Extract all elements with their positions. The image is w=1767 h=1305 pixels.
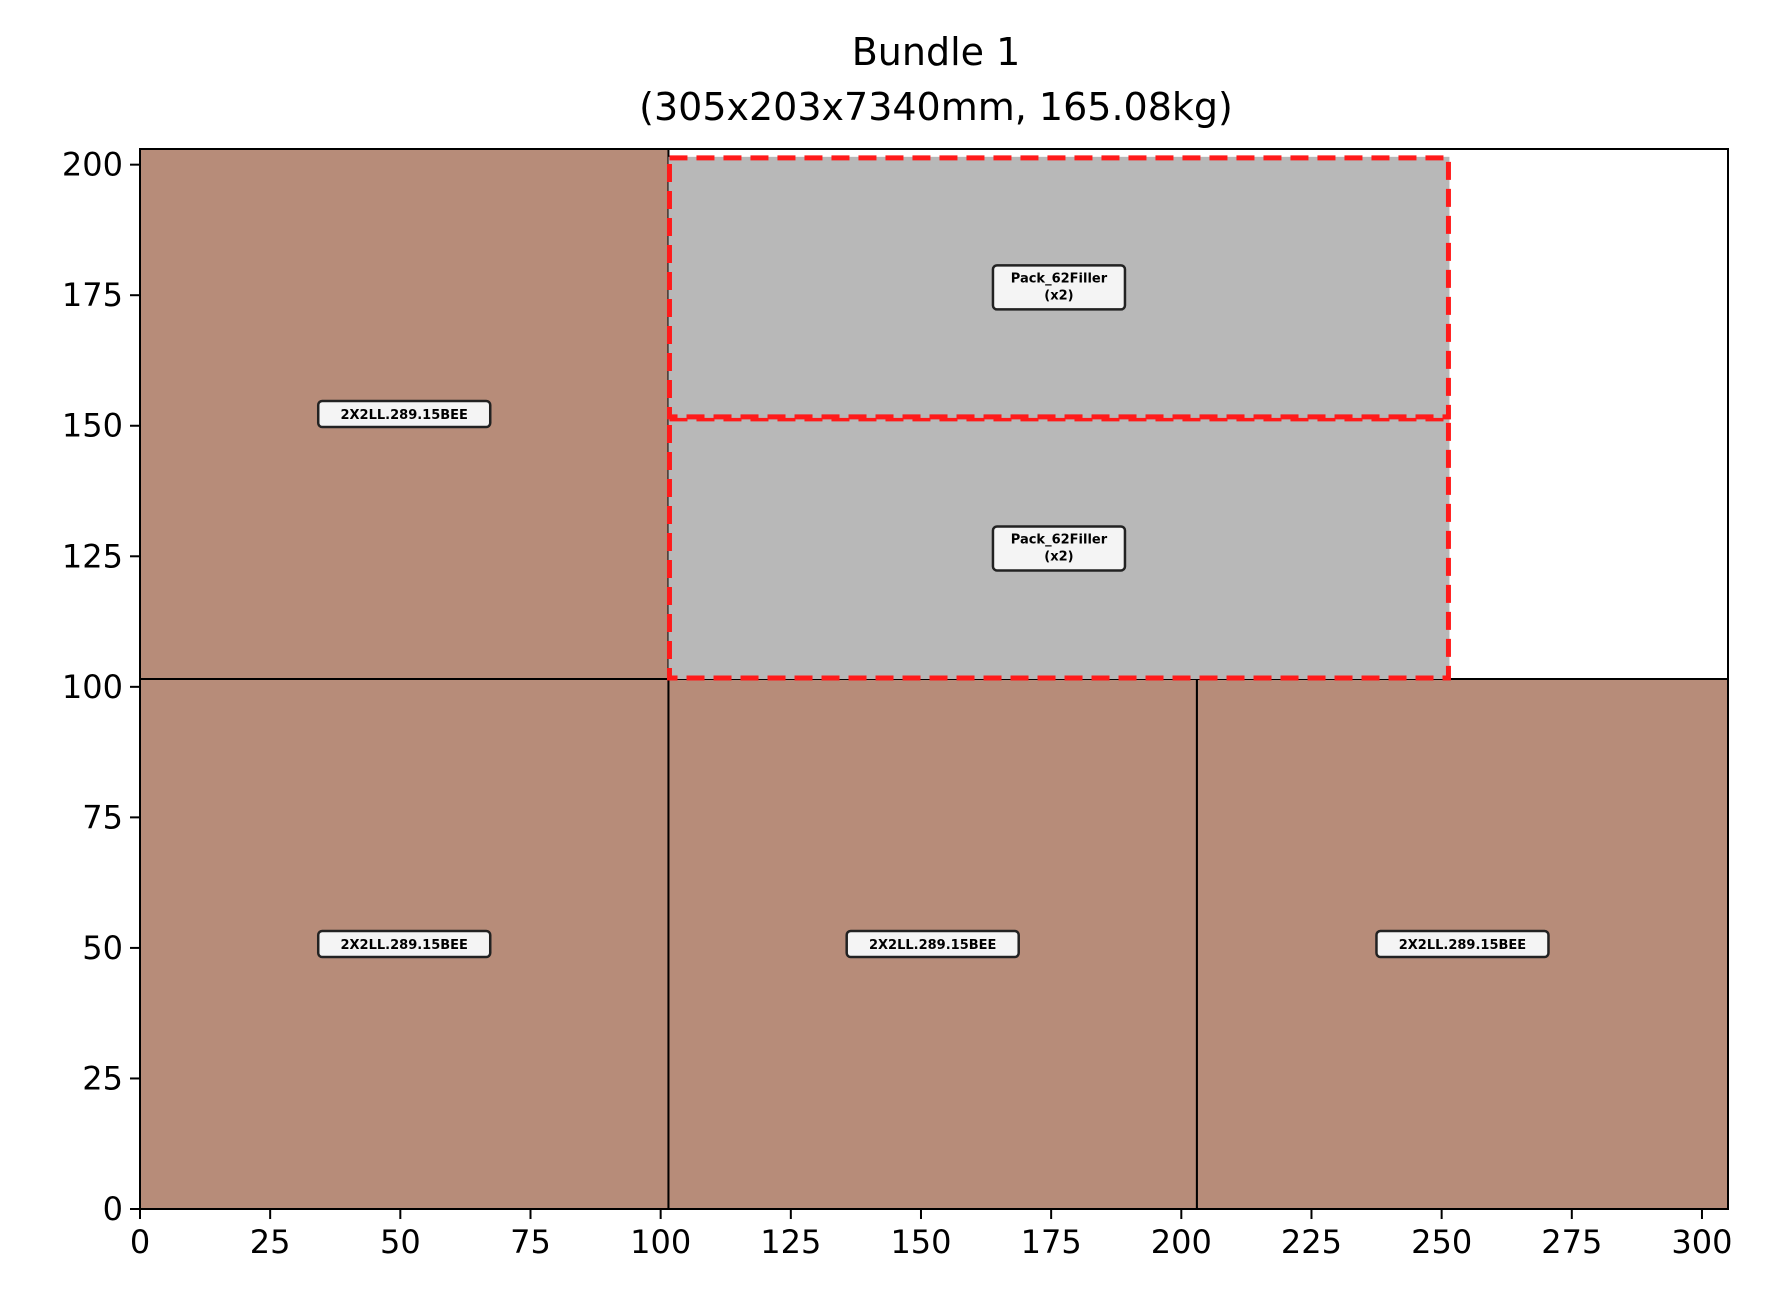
label-box	[316, 929, 492, 959]
x-tick-label: 275	[1541, 1223, 1602, 1261]
filler-outline	[666, 155, 1451, 420]
rect-label: 2X2LL.289.15BEE	[869, 938, 996, 953]
label-box	[991, 264, 1127, 311]
y-tick-label: 25	[82, 1059, 123, 1097]
rect-label: 2X2LL.289.15BEE	[340, 938, 467, 953]
x-tick-label: 200	[1151, 1223, 1212, 1261]
x-tick-label: 25	[250, 1223, 291, 1261]
x-tick-label: 300	[1671, 1223, 1732, 1261]
y-tick-label: 50	[82, 929, 123, 967]
x-tick-label: 250	[1411, 1223, 1472, 1261]
rect-sublabel: (x2)	[1044, 549, 1073, 564]
rectangles-layer	[139, 148, 1729, 1210]
plot-frame	[139, 148, 1729, 1210]
rect-label: 2X2LL.289.15BEE	[1399, 938, 1526, 953]
filler-outline	[666, 416, 1451, 681]
y-tick-label: 100	[62, 668, 123, 706]
x-tick-label: 0	[130, 1223, 150, 1261]
y-axis: 0 25 50 75 100 125 150 175 200	[62, 146, 140, 1228]
y-tick-label: 175	[62, 276, 123, 314]
chart-subtitle: (305x203x7340mm, 165.08kg)	[639, 85, 1233, 129]
y-tick-label: 125	[62, 537, 123, 575]
chart-title: Bundle 1	[852, 30, 1021, 74]
x-tick-label: 75	[510, 1223, 551, 1261]
y-tick-label: 75	[82, 798, 123, 836]
x-axis: 0 25 50 75 100 125 150 175 200 225 250 275 300	[130, 1209, 1733, 1261]
x-tick-label: 175	[1021, 1223, 1082, 1261]
x-tick-label: 225	[1281, 1223, 1342, 1261]
x-tick-label: 50	[380, 1223, 421, 1261]
rect-label: Pack_62Filler	[1011, 532, 1108, 547]
x-tick-label: 100	[630, 1223, 691, 1261]
rect-sublabel: (x2)	[1044, 288, 1073, 303]
y-tick-label: 200	[62, 146, 123, 184]
label-box	[845, 929, 1020, 959]
rect-label: 2X2LL.289.15BEE	[340, 408, 467, 423]
label-box	[1375, 929, 1550, 959]
rect-label: Pack_62Filler	[1011, 271, 1108, 286]
x-tick-label: 125	[760, 1223, 821, 1261]
y-tick-label: 150	[62, 407, 123, 445]
y-tick-label: 0	[103, 1190, 123, 1228]
label-box	[316, 399, 492, 429]
labels-layer: 2X2LL.289.15BEE 2X2LL.289.15BEE 2X2LL.289.…	[316, 264, 1550, 959]
label-box	[991, 525, 1127, 572]
x-tick-label: 150	[890, 1223, 951, 1261]
